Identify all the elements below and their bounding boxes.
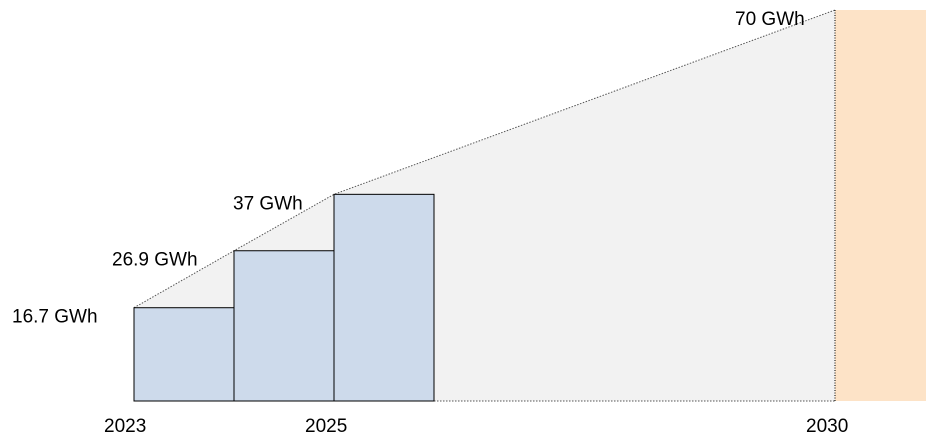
bar-layer xyxy=(133,10,926,402)
bar-2023 xyxy=(133,307,235,402)
bar-2030 xyxy=(835,10,926,401)
bar-2024 xyxy=(233,250,335,402)
value-label-2023: 16.7 GWh xyxy=(12,307,98,328)
x-tick-label-2030: 2030 xyxy=(806,416,848,437)
value-label-2030: 70 GWh xyxy=(735,9,805,30)
bar-2025 xyxy=(333,193,435,402)
value-label-2024: 26.9 GWh xyxy=(112,250,198,271)
trend-line xyxy=(133,9,836,309)
value-label-layer: 16.7 GWh 26.9 GWh 37 GWh 70 GWh xyxy=(12,9,805,328)
value-label-2025: 37 GWh xyxy=(233,193,303,214)
x-tick-label-2025: 2025 xyxy=(305,416,347,437)
x-tick-label-2023: 2023 xyxy=(104,416,146,437)
x-axis: 2023 2025 2030 xyxy=(104,416,848,437)
